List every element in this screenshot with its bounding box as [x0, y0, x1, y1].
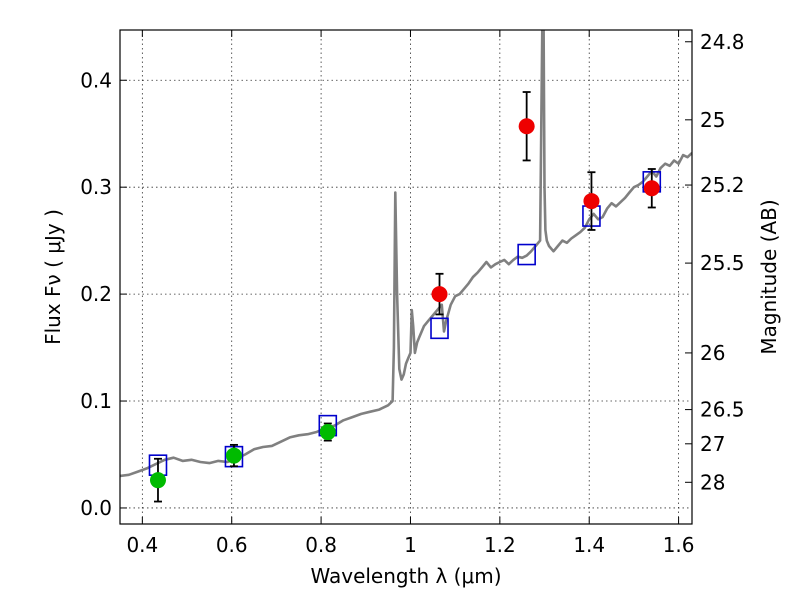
- y-tick-label: 0.2: [80, 282, 112, 306]
- x-tick-label: 1.6: [663, 533, 695, 557]
- right-tick-label: 26: [700, 341, 725, 365]
- y-axis-label: Flux Fν ( μJy ): [41, 209, 65, 345]
- observed-point: [643, 180, 660, 197]
- observed-point: [518, 118, 535, 135]
- x-tick-label: 1: [404, 533, 417, 557]
- right-tick-label: 25.5: [700, 251, 745, 275]
- spectrum-line: [120, 30, 692, 478]
- observed-point: [431, 286, 448, 303]
- y-tick-label: 0.1: [80, 389, 112, 413]
- y-tick-label: 0.0: [80, 496, 112, 520]
- observed-point: [225, 447, 242, 464]
- right-tick-label: 25: [700, 108, 725, 132]
- right-tick-label: 24.8: [700, 30, 745, 54]
- x-tick-label: 1.2: [484, 533, 516, 557]
- x-tick-label: 0.6: [216, 533, 248, 557]
- x-tick-label: 1.4: [573, 533, 605, 557]
- right-tick-label: 25.2: [700, 173, 745, 197]
- right-tick-label: 28: [700, 470, 725, 494]
- right-tick-label: 27: [700, 432, 725, 456]
- axes-frame: [119, 29, 693, 525]
- grid: [120, 30, 692, 524]
- right-axis-label: Magnitude (AB): [757, 199, 781, 354]
- x-tick-label: 0.8: [305, 533, 337, 557]
- y-tick-label: 0.3: [80, 175, 112, 199]
- right-tick-label: 26.5: [700, 398, 745, 422]
- observed-point: [149, 472, 166, 489]
- x-axis-label: Wavelength λ (μm): [310, 564, 501, 588]
- ticks: 0.4 0.6 0.8 1 1.2 1.4 1.6 0.0 0.1 0.2 0.3 0.4 24.8 25…: [80, 30, 744, 557]
- observed-point: [583, 193, 600, 210]
- model-photometry-square: [517, 243, 536, 266]
- model-photometry-square: [430, 317, 449, 340]
- plot-area: [120, 30, 692, 503]
- plot-inner: [120, 30, 692, 503]
- observed-point: [319, 424, 336, 441]
- y-tick-label: 0.4: [80, 68, 112, 92]
- x-tick-label: 0.4: [126, 533, 158, 557]
